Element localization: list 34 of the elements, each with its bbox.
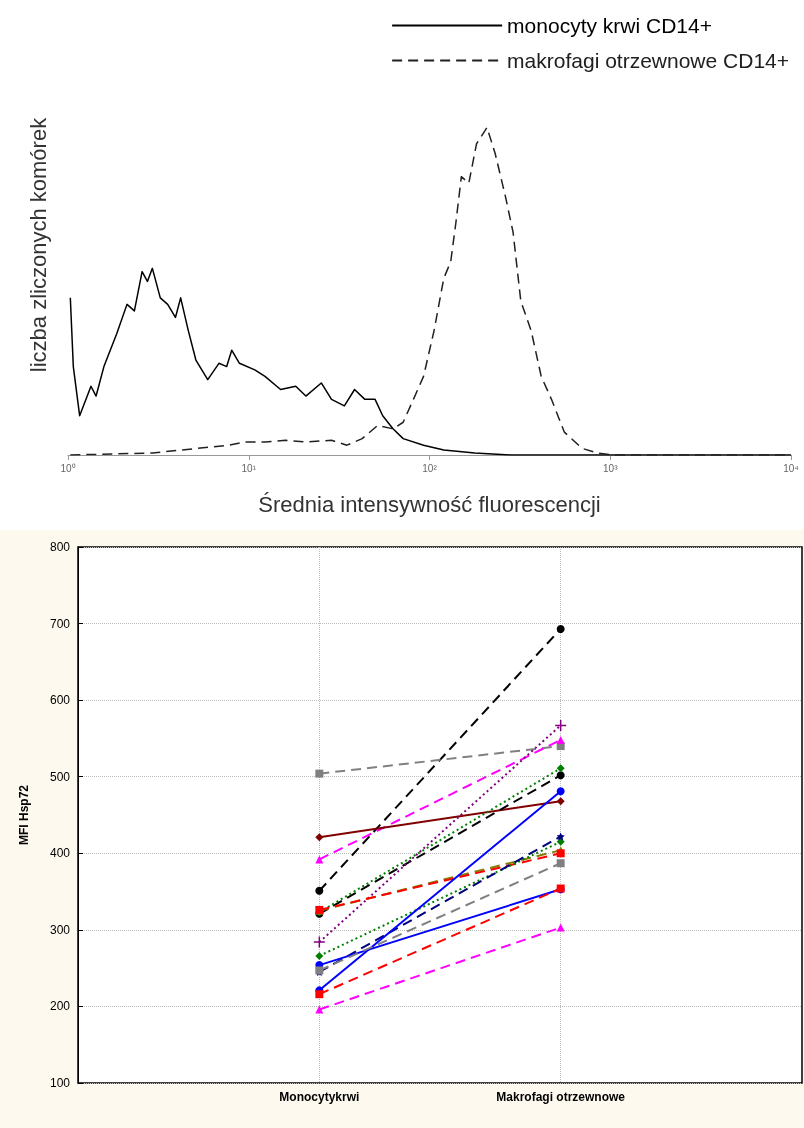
y-tick-label: 800: [49, 540, 71, 554]
x-tick-label: 10³: [603, 462, 619, 474]
y-axis-title: MFI Hsp72: [17, 784, 31, 846]
y-tick-label: 700: [49, 616, 71, 631]
point: [315, 990, 324, 999]
x-tick-label: Makrofagi otrzewnowe: [496, 1090, 626, 1104]
point: [315, 769, 324, 778]
x-tick-label: 10¹: [241, 462, 257, 474]
point: [556, 771, 565, 780]
y-tick-label: 400: [49, 846, 71, 861]
point: [313, 935, 326, 949]
y-tick-label: 100: [49, 1076, 71, 1090]
point: [315, 951, 324, 960]
x-axis-title: Średnia intensywność fluorescencji: [258, 491, 601, 517]
point: [556, 624, 565, 633]
point: [556, 764, 565, 773]
text: makrofagi otrzewnowe CD14+: [507, 49, 790, 72]
point: [556, 859, 565, 868]
text: monocyty krwi CD14+: [507, 14, 712, 37]
point: [315, 833, 324, 842]
point: [556, 797, 565, 806]
point: [554, 719, 567, 732]
y-tick-label: 300: [49, 922, 71, 937]
y-tick-label: 500: [49, 769, 71, 784]
y-tick-label: 200: [49, 999, 71, 1014]
y-axis-title: liczba zliczonych komórek: [25, 116, 51, 373]
x-tick-label: 10²: [422, 462, 438, 474]
y-tick-label: 600: [49, 693, 71, 708]
x-tick-label: 10⁰: [60, 462, 76, 474]
x-tick-label: 10⁴: [783, 462, 799, 474]
point: [315, 886, 324, 895]
x-tick-label: Monocytykrwi: [279, 1090, 360, 1104]
point: [556, 787, 565, 796]
point: [556, 832, 565, 841]
